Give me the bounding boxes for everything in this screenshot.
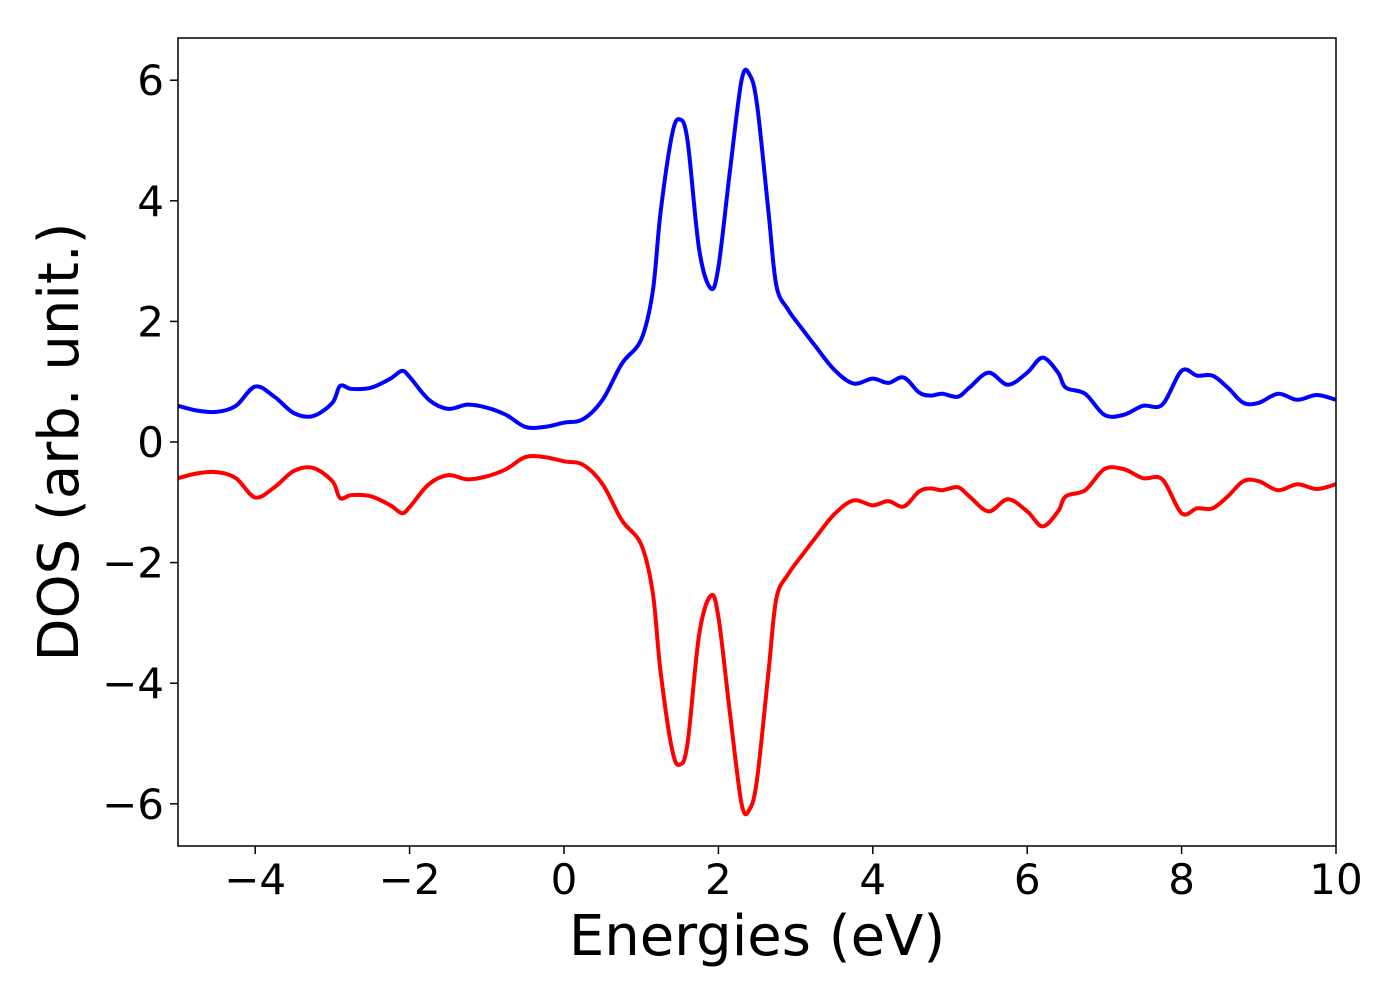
x-tick-label: 2 bbox=[705, 855, 732, 904]
x-tick-label: 4 bbox=[859, 855, 886, 904]
x-axis-label: Energies (eV) bbox=[569, 904, 945, 969]
y-axis-label: DOS (arb. unit.) bbox=[27, 222, 92, 661]
y-tick-label: 0 bbox=[137, 418, 164, 467]
y-tick-label: −6 bbox=[102, 780, 164, 829]
x-tick-label: 10 bbox=[1309, 855, 1362, 904]
plot-frame bbox=[177, 37, 1337, 847]
x-tick-label: 0 bbox=[551, 855, 578, 904]
y-tick-label: 6 bbox=[137, 56, 164, 105]
line-series bbox=[178, 67, 1336, 430]
y-tick-label: 2 bbox=[137, 297, 164, 346]
line-series bbox=[178, 454, 1336, 817]
x-tick-label: −2 bbox=[379, 855, 441, 904]
x-tick-label: −4 bbox=[224, 855, 286, 904]
x-tick-label: 6 bbox=[1014, 855, 1041, 904]
x-tick-label: 8 bbox=[1168, 855, 1195, 904]
y-tick-label: −4 bbox=[102, 659, 164, 708]
y-tick-label: 4 bbox=[137, 177, 164, 226]
y-tick-label: −2 bbox=[102, 539, 164, 588]
